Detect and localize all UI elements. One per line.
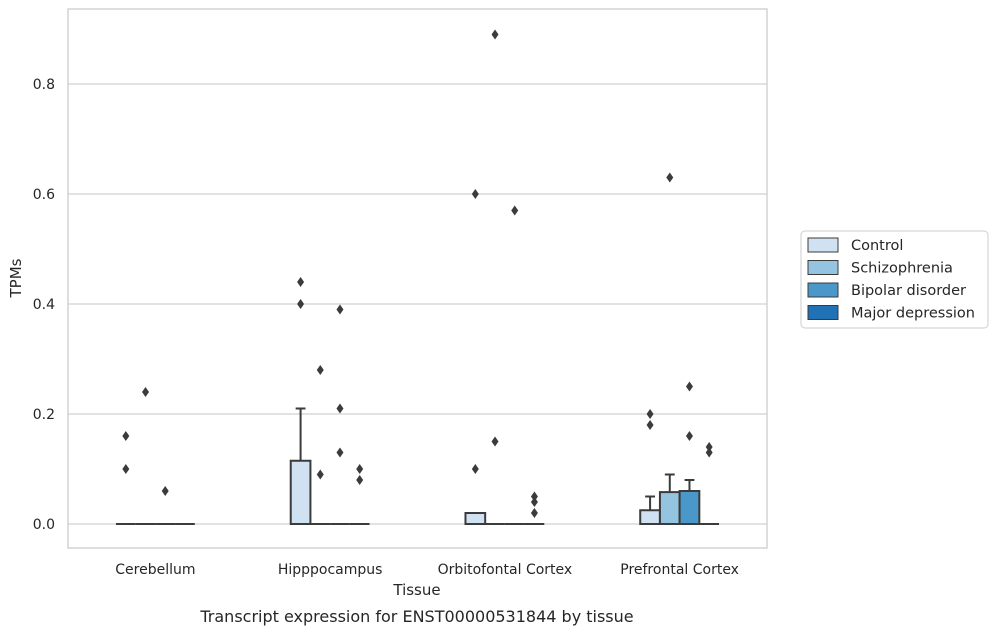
plot-area-frame bbox=[67, 8, 768, 549]
outlier-point bbox=[297, 277, 305, 287]
y-tick-label: 0.0 bbox=[33, 517, 55, 533]
y-tick-label: 0.6 bbox=[33, 187, 55, 203]
outlier-point bbox=[316, 365, 324, 375]
box bbox=[289, 459, 312, 525]
y-tick-label: 0.8 bbox=[33, 77, 55, 93]
legend: Control Schizophrenia Bipolar disorder Majo… bbox=[800, 230, 989, 329]
legend-label: Major depression bbox=[851, 306, 975, 322]
x-tick-labels: Cerebellum Hipppocampus Orbitofontal Corte… bbox=[115, 562, 739, 578]
legend-frame bbox=[800, 230, 989, 329]
outlier-point bbox=[491, 436, 499, 447]
legend-swatch bbox=[807, 282, 839, 298]
y-tick-label: 0.4 bbox=[33, 297, 55, 313]
outlier-point bbox=[705, 447, 713, 458]
legend-swatch bbox=[807, 305, 839, 320]
outlier-point bbox=[336, 403, 344, 414]
outlier-point bbox=[471, 464, 479, 474]
outlier-point bbox=[646, 420, 654, 430]
legend-label: Bipolar disorder bbox=[851, 283, 966, 299]
chart-caption: Transcript expression for ENST0000053184… bbox=[199, 607, 633, 626]
x-tick-label: Cerebellum bbox=[115, 562, 195, 578]
x-tick-label: Prefrontal Cortex bbox=[620, 562, 739, 578]
x-axis-title: Tissue bbox=[392, 581, 440, 599]
outlier-point bbox=[530, 491, 538, 502]
outlier-point bbox=[530, 508, 538, 518]
outlier-point bbox=[666, 172, 674, 183]
outlier-point bbox=[161, 486, 169, 496]
outlier-point bbox=[685, 431, 693, 441]
gridlines bbox=[68, 83, 767, 525]
box bbox=[658, 491, 681, 526]
outlier-point bbox=[356, 475, 364, 485]
y-tick-label: 0.2 bbox=[33, 407, 55, 423]
outlier-point bbox=[646, 409, 654, 419]
outlier-point bbox=[142, 387, 150, 397]
box bbox=[639, 509, 661, 525]
legend-swatch bbox=[807, 260, 839, 275]
legend-swatch bbox=[807, 237, 839, 253]
legend-label: Schizophrenia bbox=[851, 261, 953, 277]
x-tick-label: Hipppocampus bbox=[278, 562, 383, 578]
legend-items: Control Schizophrenia Bipolar disorder Majo… bbox=[807, 237, 975, 322]
outliers bbox=[122, 29, 713, 518]
outlier-point bbox=[471, 189, 479, 199]
x-tick-label: Orbitofontal Cortex bbox=[438, 562, 573, 578]
outlier-point bbox=[491, 29, 499, 40]
legend-label: Control bbox=[851, 238, 903, 254]
outlier-point bbox=[316, 469, 324, 480]
outlier-point bbox=[685, 381, 693, 392]
y-tick-labels: 0.0 0.2 0.4 0.6 0.8 bbox=[33, 77, 55, 533]
box bbox=[678, 490, 701, 525]
boxes bbox=[115, 407, 720, 526]
outlier-point bbox=[511, 205, 519, 216]
outlier-point bbox=[336, 447, 344, 458]
y-axis-title: TPMs bbox=[7, 258, 25, 298]
outlier-point bbox=[297, 299, 305, 309]
outlier-point bbox=[122, 464, 130, 474]
outlier-point bbox=[356, 464, 364, 474]
outlier-point bbox=[705, 442, 713, 452]
outlier-point bbox=[530, 497, 538, 507]
outlier-point bbox=[122, 431, 130, 441]
box bbox=[464, 512, 487, 525]
outlier-point bbox=[336, 304, 344, 315]
